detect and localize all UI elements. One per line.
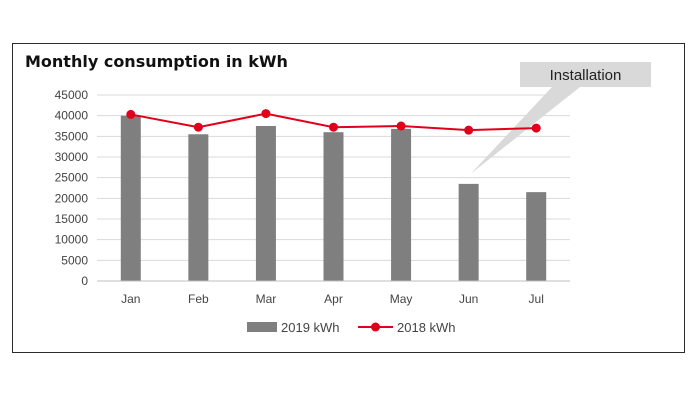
legend-marker-2018 xyxy=(371,322,380,332)
callout-box xyxy=(520,62,651,87)
x-tick-label: Jun xyxy=(459,292,478,306)
bar-2019-mar xyxy=(255,126,276,281)
y-tick-label: 30000 xyxy=(55,150,89,164)
bar-series xyxy=(120,115,547,282)
legend: 2019 kWh 2018 kWh xyxy=(247,320,456,335)
legend-swatch-2019 xyxy=(247,322,277,332)
bar-2019-jan xyxy=(120,115,141,282)
point-2018-mar xyxy=(261,109,271,119)
y-tick-label: 0 xyxy=(81,274,88,288)
x-tick-label: Jul xyxy=(529,292,544,306)
bar-2019-may xyxy=(391,128,412,281)
point-2018-feb xyxy=(193,122,203,132)
point-2018-may xyxy=(396,121,406,131)
legend-label-2018: 2018 kWh xyxy=(397,320,456,335)
line-series xyxy=(126,109,541,135)
bar-2019-apr xyxy=(323,132,344,281)
y-tick-label: 35000 xyxy=(55,129,89,143)
point-2018-jun xyxy=(464,125,474,135)
bar-2019-feb xyxy=(188,134,209,281)
point-2018-jul xyxy=(531,123,541,133)
y-tick-label: 25000 xyxy=(55,171,89,185)
axes: 0 5000 10000 15000 20000 25000 30000 35000 40000… xyxy=(55,88,570,306)
x-tick-label: Mar xyxy=(256,292,277,306)
y-tick-label: 10000 xyxy=(55,233,89,247)
point-2018-jan xyxy=(126,109,136,119)
y-tick-label: 45000 xyxy=(55,88,89,102)
bar-2019-jul xyxy=(526,192,547,281)
annotation-callout: Installation xyxy=(470,62,651,174)
x-tick-label: Jan xyxy=(121,292,140,306)
callout-pointer xyxy=(470,87,580,174)
x-tick-label: May xyxy=(390,292,413,306)
bar-2019-jun xyxy=(458,183,479,281)
y-tick-label: 20000 xyxy=(55,191,89,205)
chart-title: Monthly consumption in kWh xyxy=(25,52,288,71)
y-tick-label: 5000 xyxy=(61,253,88,267)
y-tick-label: 15000 xyxy=(55,212,89,226)
point-2018-apr xyxy=(329,122,338,132)
callout-label: Installation xyxy=(550,67,622,84)
legend-label-2019: 2019 kWh xyxy=(281,320,340,335)
x-tick-label: Apr xyxy=(324,292,343,306)
x-tick-label: Feb xyxy=(188,292,209,306)
y-tick-label: 40000 xyxy=(55,109,89,123)
